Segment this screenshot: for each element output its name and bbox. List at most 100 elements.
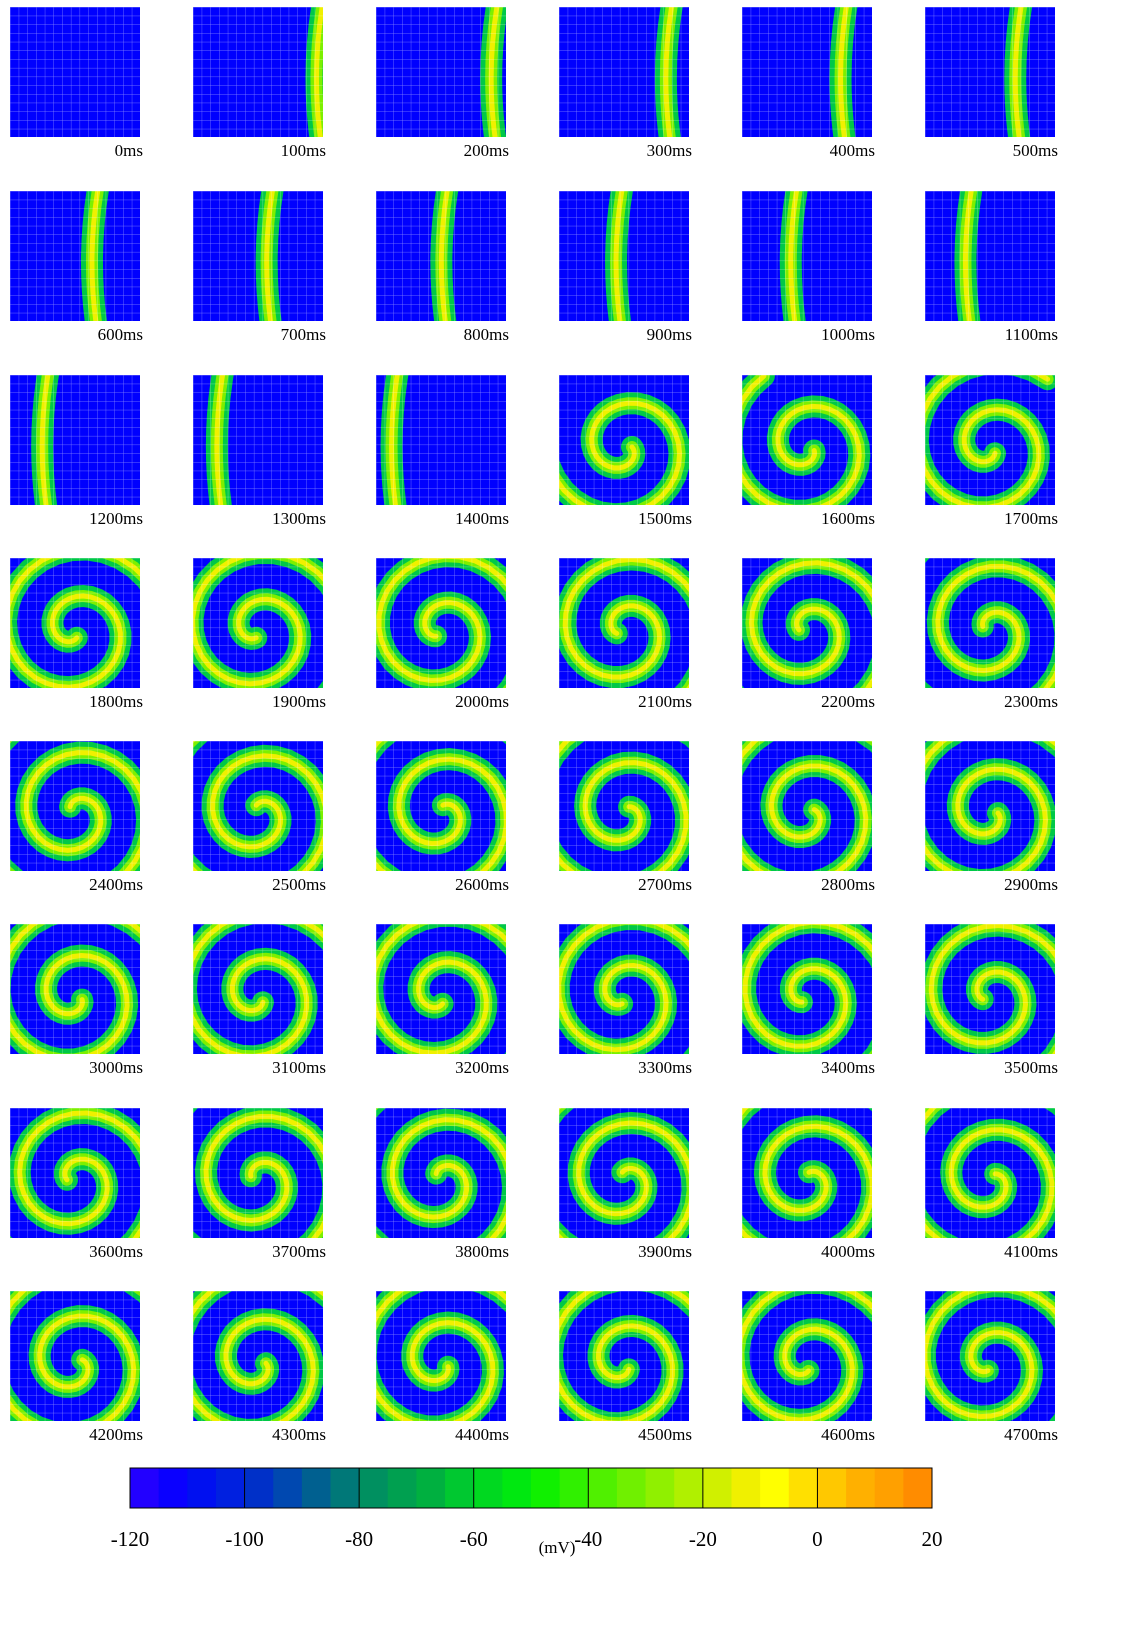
snapshot — [6, 550, 167, 689]
snapshot — [376, 186, 506, 326]
mesh — [925, 191, 1055, 321]
colorbar-tick-label: -80 — [345, 1527, 373, 1551]
time-label: 200ms — [464, 141, 509, 160]
colorbar-tick-label: -40 — [574, 1527, 602, 1551]
time-label: 3400ms — [821, 1058, 875, 1077]
colorbar-segment — [760, 1468, 789, 1508]
colorbar-segment — [445, 1468, 474, 1508]
mesh — [559, 7, 689, 137]
snapshot — [313, 869, 580, 1147]
snapshot — [376, 2, 506, 142]
mesh — [10, 558, 140, 688]
time-label: 3700ms — [272, 1242, 326, 1261]
snapshot — [705, 516, 886, 721]
time-label: 2800ms — [821, 875, 875, 894]
time-label: 800ms — [464, 325, 509, 344]
snapshot — [925, 2, 1055, 142]
mesh — [742, 741, 872, 871]
mesh — [559, 1108, 689, 1238]
time-label: 600ms — [98, 325, 143, 344]
colorbar-segment — [846, 1468, 875, 1508]
mesh — [742, 191, 872, 321]
time-label: 3200ms — [455, 1058, 509, 1077]
time-label: 2000ms — [455, 692, 509, 711]
colorbar-segment — [903, 1468, 932, 1508]
snapshot — [918, 363, 1055, 507]
time-label: 2600ms — [455, 875, 509, 894]
time-label: 2900ms — [1004, 875, 1058, 894]
snapshot — [678, 672, 959, 930]
mesh — [10, 191, 140, 321]
time-label: 1700ms — [1004, 509, 1058, 528]
mesh — [925, 1108, 1055, 1238]
time-label: 2200ms — [821, 692, 875, 711]
mesh — [742, 7, 872, 137]
snapshot — [376, 370, 506, 510]
time-label: 500ms — [1013, 141, 1058, 160]
snapshot — [732, 375, 873, 511]
mesh — [193, 7, 323, 137]
colorbar-segment — [789, 1468, 818, 1508]
snapshot — [133, 1226, 408, 1509]
snapshot — [742, 2, 872, 142]
time-label: 4400ms — [455, 1425, 509, 1444]
colorbar-segment — [617, 1468, 646, 1508]
colorbar-segment — [560, 1468, 589, 1508]
snapshot — [468, 872, 759, 1143]
time-label: 4700ms — [1004, 1425, 1058, 1444]
colorbar-segment — [474, 1468, 503, 1508]
mesh — [10, 1291, 140, 1421]
snapshot — [193, 370, 323, 510]
time-label: 3900ms — [638, 1242, 692, 1261]
snapshot — [139, 865, 401, 1150]
mesh — [376, 1291, 506, 1421]
mesh — [559, 375, 689, 505]
time-label: 400ms — [830, 141, 875, 160]
colorbar-segment — [245, 1468, 274, 1508]
colorbar-tick-label: -120 — [111, 1527, 150, 1551]
snapshot — [891, 519, 1112, 717]
colorbar-tick-label: -100 — [225, 1527, 264, 1551]
time-label: 0ms — [115, 141, 143, 160]
colorbar-tick-label: 20 — [922, 1527, 943, 1551]
time-label: 4300ms — [272, 1425, 326, 1444]
mesh — [376, 741, 506, 871]
snapshot — [651, 876, 940, 1141]
time-label: 1500ms — [638, 509, 692, 528]
time-label: 700ms — [281, 325, 326, 344]
mesh — [193, 558, 323, 688]
mesh — [376, 924, 506, 1054]
mesh — [742, 375, 872, 505]
mesh — [193, 741, 323, 871]
colorbar-segment — [674, 1468, 703, 1508]
mesh — [10, 375, 140, 505]
time-label: 3800ms — [455, 1242, 509, 1261]
snapshot — [864, 676, 1129, 942]
mesh — [193, 191, 323, 321]
colorbar-segment — [331, 1468, 360, 1508]
mesh — [376, 7, 506, 137]
time-label: 4000ms — [821, 1242, 875, 1261]
colorbar-segment — [646, 1468, 675, 1508]
colorbar-tick-label: -20 — [689, 1527, 717, 1551]
time-label: 100ms — [281, 141, 326, 160]
snapshot — [298, 1026, 560, 1311]
snapshot — [0, 706, 194, 941]
mesh — [559, 924, 689, 1054]
colorbar-segment — [588, 1468, 617, 1508]
mesh — [10, 741, 140, 871]
mesh — [925, 375, 1055, 505]
snapshot — [492, 669, 733, 934]
mesh — [376, 558, 506, 688]
mesh — [10, 924, 140, 1054]
snapshot — [559, 186, 689, 326]
colorbar-segment — [732, 1468, 761, 1508]
colorbar-segment — [875, 1468, 904, 1508]
snapshot — [838, 879, 1119, 1137]
colorbar-segment — [359, 1468, 388, 1508]
time-label: 1100ms — [1005, 325, 1058, 344]
mesh — [193, 375, 323, 505]
time-label: 3100ms — [272, 1058, 326, 1077]
snapshot — [858, 1036, 1129, 1301]
